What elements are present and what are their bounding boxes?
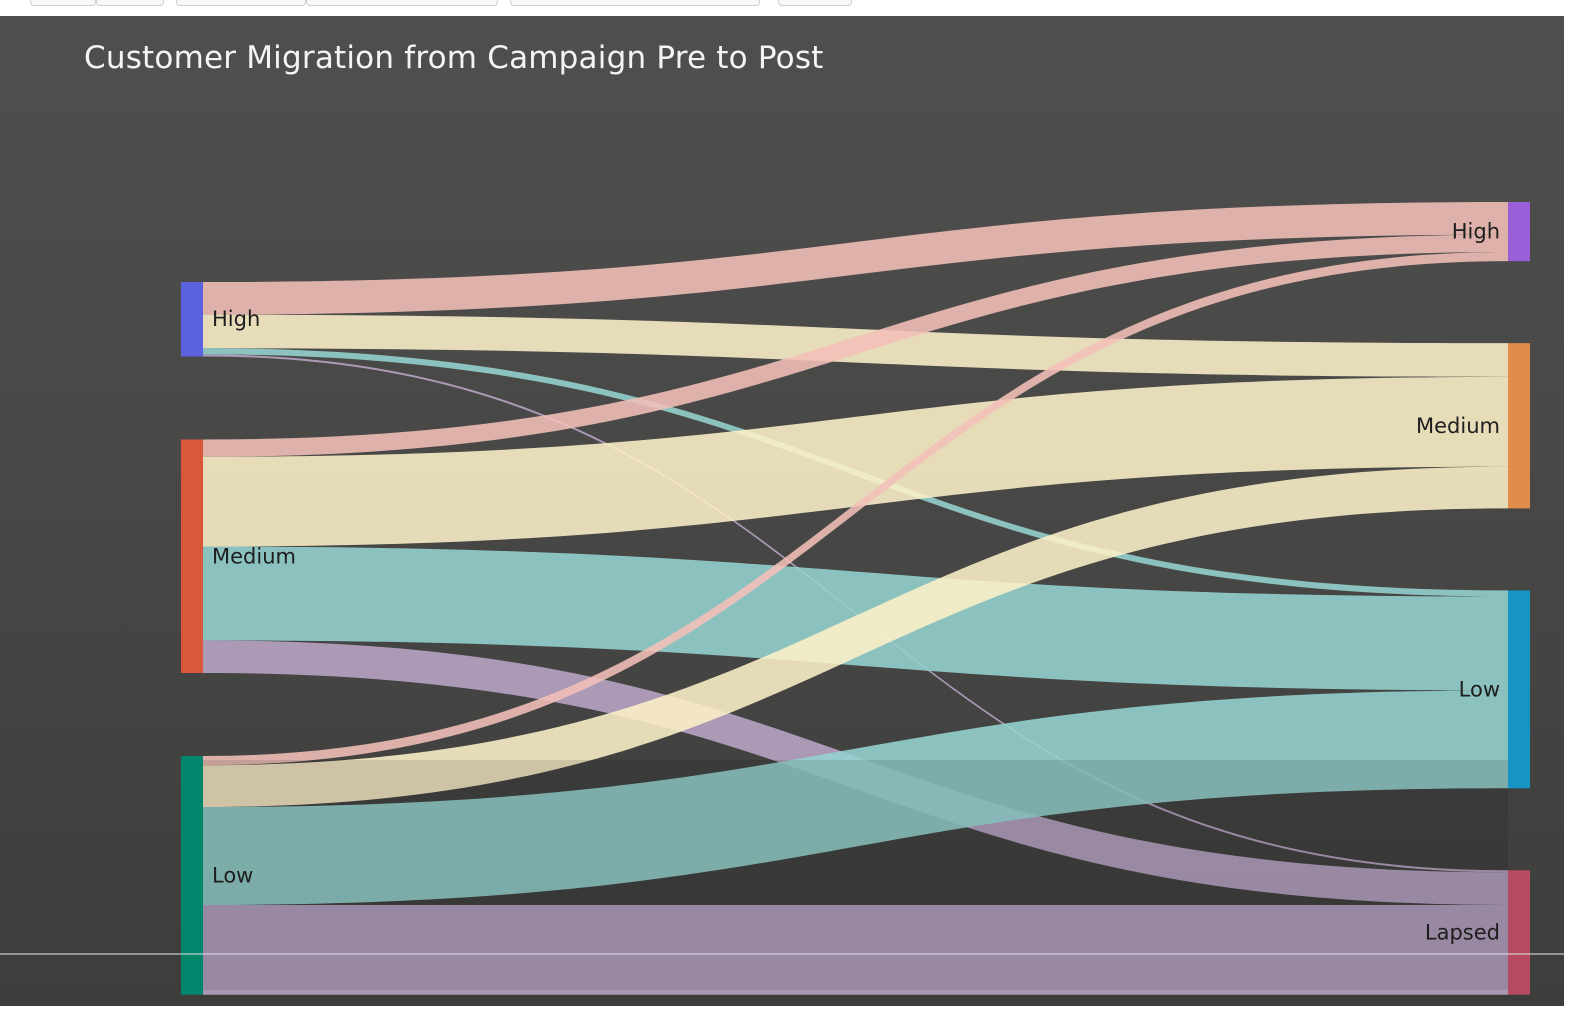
- sankey-link-pre-low-to-post-high[interactable]: [203, 251, 1508, 766]
- toolbar-strip: [0, 0, 1572, 16]
- toolbar-button[interactable]: [510, 0, 760, 6]
- sankey-nodes: [181, 202, 1530, 995]
- sankey-node-pre-low[interactable]: [181, 756, 203, 995]
- sankey-node-label-pre-low: Low: [212, 863, 253, 887]
- bottom-shade: [203, 760, 1508, 990]
- sankey-link-pre-high-to-post-high[interactable]: [203, 202, 1508, 315]
- sankey-link-pre-low-to-post-lapsed[interactable]: [203, 904, 1508, 995]
- sankey-node-post-lapsed[interactable]: [1508, 870, 1530, 995]
- sankey-node-post-high[interactable]: [1508, 202, 1530, 262]
- sankey-node-pre-high[interactable]: [181, 282, 203, 357]
- sankey-node-label-pre-medium: Medium: [212, 544, 296, 568]
- toolbar-button[interactable]: [176, 0, 306, 6]
- sankey-labels: High Medium Low High Medium Low Lapsed: [212, 220, 1500, 945]
- toolbar-button[interactable]: [306, 0, 498, 6]
- sankey-node-label-post-low: Low: [1459, 677, 1500, 701]
- sankey-link-pre-medium-to-post-medium[interactable]: [203, 376, 1508, 547]
- sankey-node-label-pre-high: High: [212, 307, 260, 331]
- sankey-node-label-post-medium: Medium: [1416, 414, 1500, 438]
- sankey-node-label-post-lapsed: Lapsed: [1425, 921, 1500, 945]
- sankey-link-pre-low-to-post-medium[interactable]: [203, 466, 1508, 808]
- sankey-links: [203, 202, 1508, 995]
- sankey-link-pre-medium-to-post-high[interactable]: [203, 234, 1508, 457]
- sankey-node-label-post-high: High: [1452, 220, 1500, 244]
- sankey-node-pre-medium[interactable]: [181, 439, 203, 674]
- sankey-node-post-medium[interactable]: [1508, 343, 1530, 509]
- toolbar-button[interactable]: [96, 0, 164, 6]
- toolbar-button[interactable]: [778, 0, 852, 6]
- progress-line: [0, 953, 1564, 955]
- sankey-node-post-low[interactable]: [1508, 590, 1530, 789]
- sankey-link-pre-low-to-post-low[interactable]: [203, 690, 1508, 905]
- toolbar-button[interactable]: [30, 0, 96, 6]
- chart-title: Customer Migration from Campaign Pre to …: [84, 40, 824, 76]
- bottom-strip: [0, 1006, 1572, 1012]
